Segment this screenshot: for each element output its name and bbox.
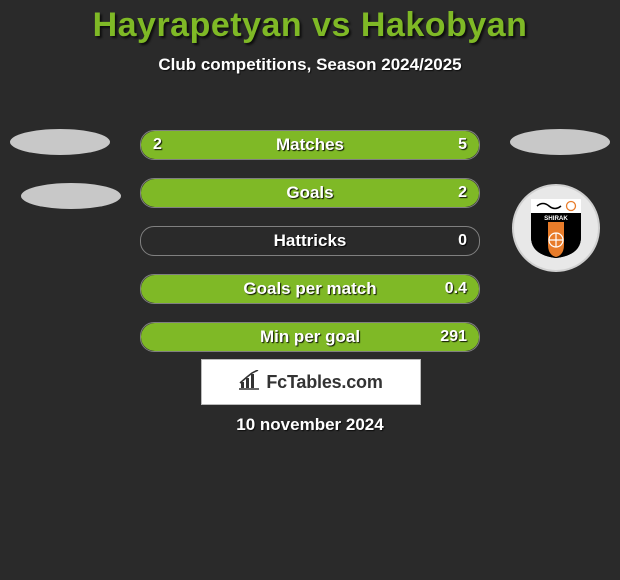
player1-name: Hayrapetyan [93, 6, 303, 44]
subtitle: Club competitions, Season 2024/2025 [0, 55, 620, 75]
stat-bar: Matches25 [140, 130, 480, 160]
date-text: 10 november 2024 [0, 415, 620, 435]
bar-value-right: 0.4 [445, 275, 467, 303]
bar-value-left: 2 [153, 131, 162, 159]
stat-bar: Goals per match0.4 [140, 274, 480, 304]
bar-label: Hattricks [141, 227, 479, 255]
comparison-bars: Matches25Goals2Hattricks0Goals per match… [140, 130, 480, 370]
vs-text: vs [312, 6, 351, 44]
bar-value-right: 2 [458, 179, 467, 207]
bar-value-right: 291 [440, 323, 467, 351]
club-badge-right: SHIRAK [512, 184, 600, 272]
bar-value-right: 5 [458, 131, 467, 159]
fctables-logo[interactable]: FcTables.com [201, 359, 421, 405]
fctables-text: FcTables.com [266, 372, 382, 393]
bar-value-right: 0 [458, 227, 467, 255]
stat-bar: Goals2 [140, 178, 480, 208]
page-title: Hayrapetyan vs Hakobyan [0, 6, 620, 45]
bar-fill-right [141, 179, 479, 207]
avatar-placeholder-left-2 [21, 183, 121, 209]
bar-fill-right [141, 323, 479, 351]
chart-icon [239, 370, 261, 395]
svg-text:SHIRAK: SHIRAK [544, 215, 568, 222]
player2-name: Hakobyan [361, 6, 528, 44]
bar-fill-right [141, 275, 479, 303]
avatar-placeholder-left-1 [10, 129, 110, 155]
avatar-placeholder-right [510, 129, 610, 155]
bar-fill-right [236, 131, 479, 159]
stat-bar: Hattricks0 [140, 226, 480, 256]
shirak-shield-icon: SHIRAK [529, 197, 583, 259]
stat-bar: Min per goal291 [140, 322, 480, 352]
